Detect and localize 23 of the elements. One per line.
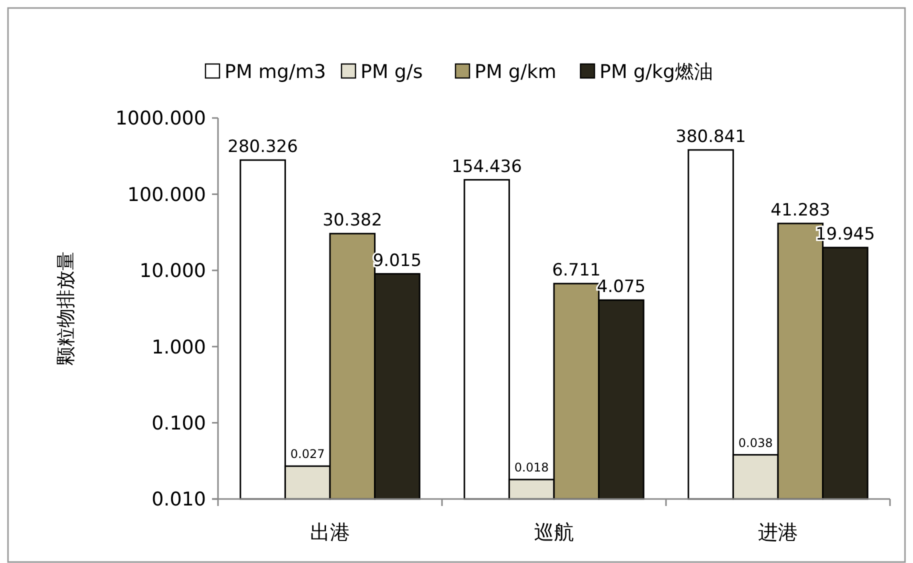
data-label: 41.283	[770, 200, 830, 220]
x-tick-label: 巡航	[534, 520, 574, 544]
y-tick-label: 10.000	[140, 260, 206, 282]
legend-label: PM g/kg燃油	[600, 61, 713, 83]
data-label: 0.018	[514, 460, 549, 475]
x-tick-label: 进港	[758, 520, 798, 544]
data-label: 30.382	[322, 210, 382, 231]
data-label: 280.326	[228, 137, 298, 158]
legend-label: PM mg/m3	[224, 61, 326, 83]
data-label: 0.038	[738, 436, 773, 450]
y-tick-label: 0.010	[152, 488, 206, 511]
legend-label: PM g/km	[474, 61, 556, 83]
y-tick-label: 1000.000	[115, 108, 206, 130]
y-tick-label: 100.000	[127, 184, 206, 206]
y-axis-title: 颗粒物排放量	[55, 252, 77, 366]
data-label: 6.711	[552, 260, 601, 281]
y-tick-label: 0.100	[152, 412, 206, 434]
legend-label: PM g/s	[360, 61, 423, 83]
data-label: 0.027	[290, 447, 325, 462]
data-label: 154.436	[452, 156, 522, 177]
x-tick-label: 出港	[310, 520, 350, 544]
data-label: 380.841	[676, 126, 746, 147]
y-tick-label: 1.000	[152, 336, 206, 358]
